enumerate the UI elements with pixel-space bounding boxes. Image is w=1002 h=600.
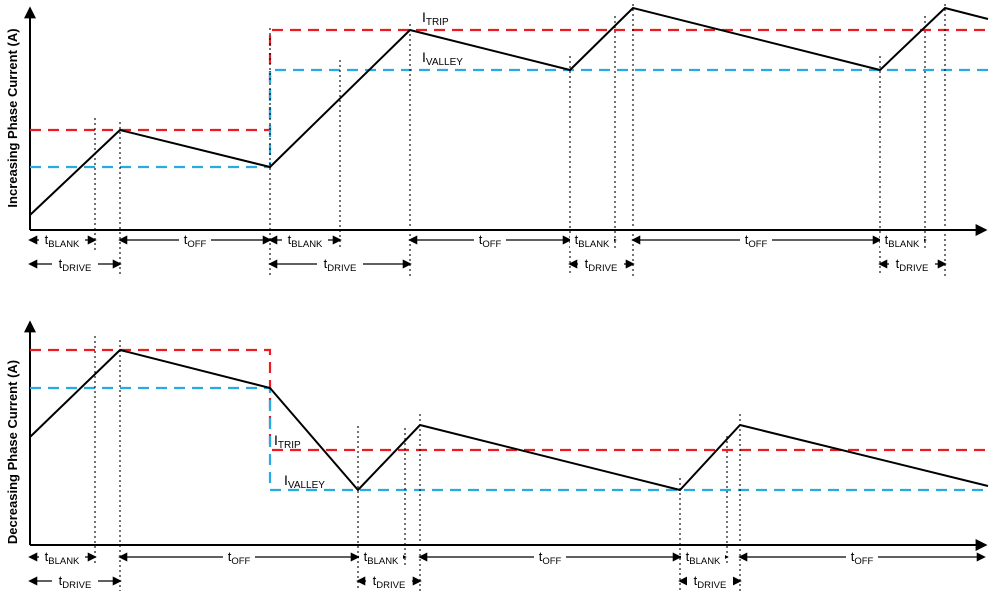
label-backdrop: [282, 233, 328, 248]
t-drive-annotation: tDRIVE: [28, 256, 122, 274]
top-y-axis-label: Increasing Phase Current (A): [5, 28, 20, 207]
top-timing-row-drive: tDRIVE tDRIVE tDRIVE tDRIVE: [28, 256, 947, 274]
t-off-label: tOFF: [851, 549, 874, 567]
top-ivalley-line: [30, 68, 988, 169]
bottom-timing-row-drive: tDRIVE tDRIVE tDRIVE: [28, 573, 742, 591]
t-off-label: tOFF: [539, 549, 562, 567]
t-blank-label: tBLANK: [885, 232, 920, 250]
t-blank-annotation: tBLANK: [356, 549, 407, 567]
bottom-itrip-line: [30, 348, 988, 452]
t-off-annotation: tOFF: [118, 549, 360, 567]
label-backdrop: [578, 257, 624, 272]
label-backdrop: [534, 550, 566, 565]
t-off-label: tOFF: [228, 549, 251, 567]
t-off-annotation: tOFF: [738, 549, 986, 567]
label-backdrop: [52, 574, 98, 589]
top-itrip-label: ITRIP: [422, 9, 449, 28]
t-drive-annotation: tDRIVE: [678, 573, 742, 591]
t-blank-label: tBLANK: [686, 549, 721, 567]
label-backdrop: [474, 233, 506, 248]
bottom-y-axis-label: Decreasing Phase Current (A): [5, 360, 20, 544]
bottom-ivalley-line: [30, 386, 988, 492]
bottom-ivalley-label: IVALLEY: [284, 472, 325, 491]
top-phase-current-waveform: [29, 6, 989, 216]
bottom-itrip-label: ITRIP: [274, 432, 301, 451]
label-backdrop: [740, 233, 772, 248]
t-drive-label: tDRIVE: [694, 573, 727, 591]
label-backdrop: [846, 550, 878, 565]
label-backdrop: [570, 233, 614, 248]
t-blank-label: tBLANK: [364, 549, 399, 567]
label-backdrop: [889, 257, 935, 272]
label-backdrop: [317, 257, 363, 272]
t-drive-annotation: tDRIVE: [568, 256, 635, 274]
t-blank-annotation: tBLANK: [268, 232, 342, 250]
t-off-annotation: tOFF: [631, 232, 882, 250]
t-blank-annotation: tBLANK: [28, 232, 97, 250]
label-backdrop: [880, 233, 924, 248]
label-backdrop: [179, 233, 211, 248]
label-backdrop: [39, 233, 85, 248]
t-off-annotation: tOFF: [408, 232, 572, 250]
t-blank-annotation: tBLANK: [28, 549, 97, 567]
t-off-label: tOFF: [745, 232, 768, 250]
t-off-annotation: tOFF: [118, 232, 272, 250]
t-drive-annotation: tDRIVE: [28, 573, 122, 591]
t-drive-label: tDRIVE: [59, 573, 92, 591]
label-backdrop: [366, 574, 412, 589]
t-drive-annotation: tDRIVE: [268, 256, 412, 274]
t-blank-annotation: tBLANK: [568, 232, 617, 250]
label-backdrop: [39, 550, 85, 565]
t-drive-label: tDRIVE: [373, 573, 406, 591]
t-drive-annotation: tDRIVE: [356, 573, 422, 591]
top-ivalley-label: IVALLEY: [422, 49, 463, 68]
label-backdrop: [681, 550, 725, 565]
t-blank-label: tBLANK: [288, 232, 323, 250]
t-drive-label: tDRIVE: [585, 256, 618, 274]
label-backdrop: [687, 574, 733, 589]
t-off-label: tOFF: [184, 232, 207, 250]
t-blank-annotation: tBLANK: [678, 549, 729, 567]
label-backdrop: [223, 550, 255, 565]
t-drive-label: tDRIVE: [896, 256, 929, 274]
t-drive-label: tDRIVE: [59, 256, 92, 274]
t-blank-label: tBLANK: [45, 549, 80, 567]
top-chart: Increasing Phase Current (A) ITRIP IVALL…: [5, 4, 989, 276]
bottom-chart: Decreasing Phase Current (A) ITRIP IVALL…: [5, 320, 989, 591]
t-blank-label: tBLANK: [575, 232, 610, 250]
t-blank-label: tBLANK: [45, 232, 80, 250]
label-backdrop: [359, 550, 403, 565]
label-backdrop: [52, 257, 98, 272]
t-blank-annotation: tBLANK: [878, 232, 927, 250]
top-timing-row-blank-off: tBLANK tOFF tBLANK tOFF tBLANK: [28, 232, 927, 250]
bottom-phase-current-waveform: [29, 348, 989, 492]
t-off-annotation: tOFF: [418, 549, 682, 567]
bottom-timing-row-blank-off: tBLANK tOFF tBLANK tOFF tBLANK: [28, 549, 986, 567]
top-itrip-line: [30, 28, 988, 132]
t-drive-label: tDRIVE: [324, 256, 357, 274]
top-dotted-timing-lines: [94, 4, 946, 276]
bottom-dotted-timing-lines: [94, 336, 741, 591]
t-drive-annotation: tDRIVE: [878, 256, 947, 274]
t-off-label: tOFF: [479, 232, 502, 250]
